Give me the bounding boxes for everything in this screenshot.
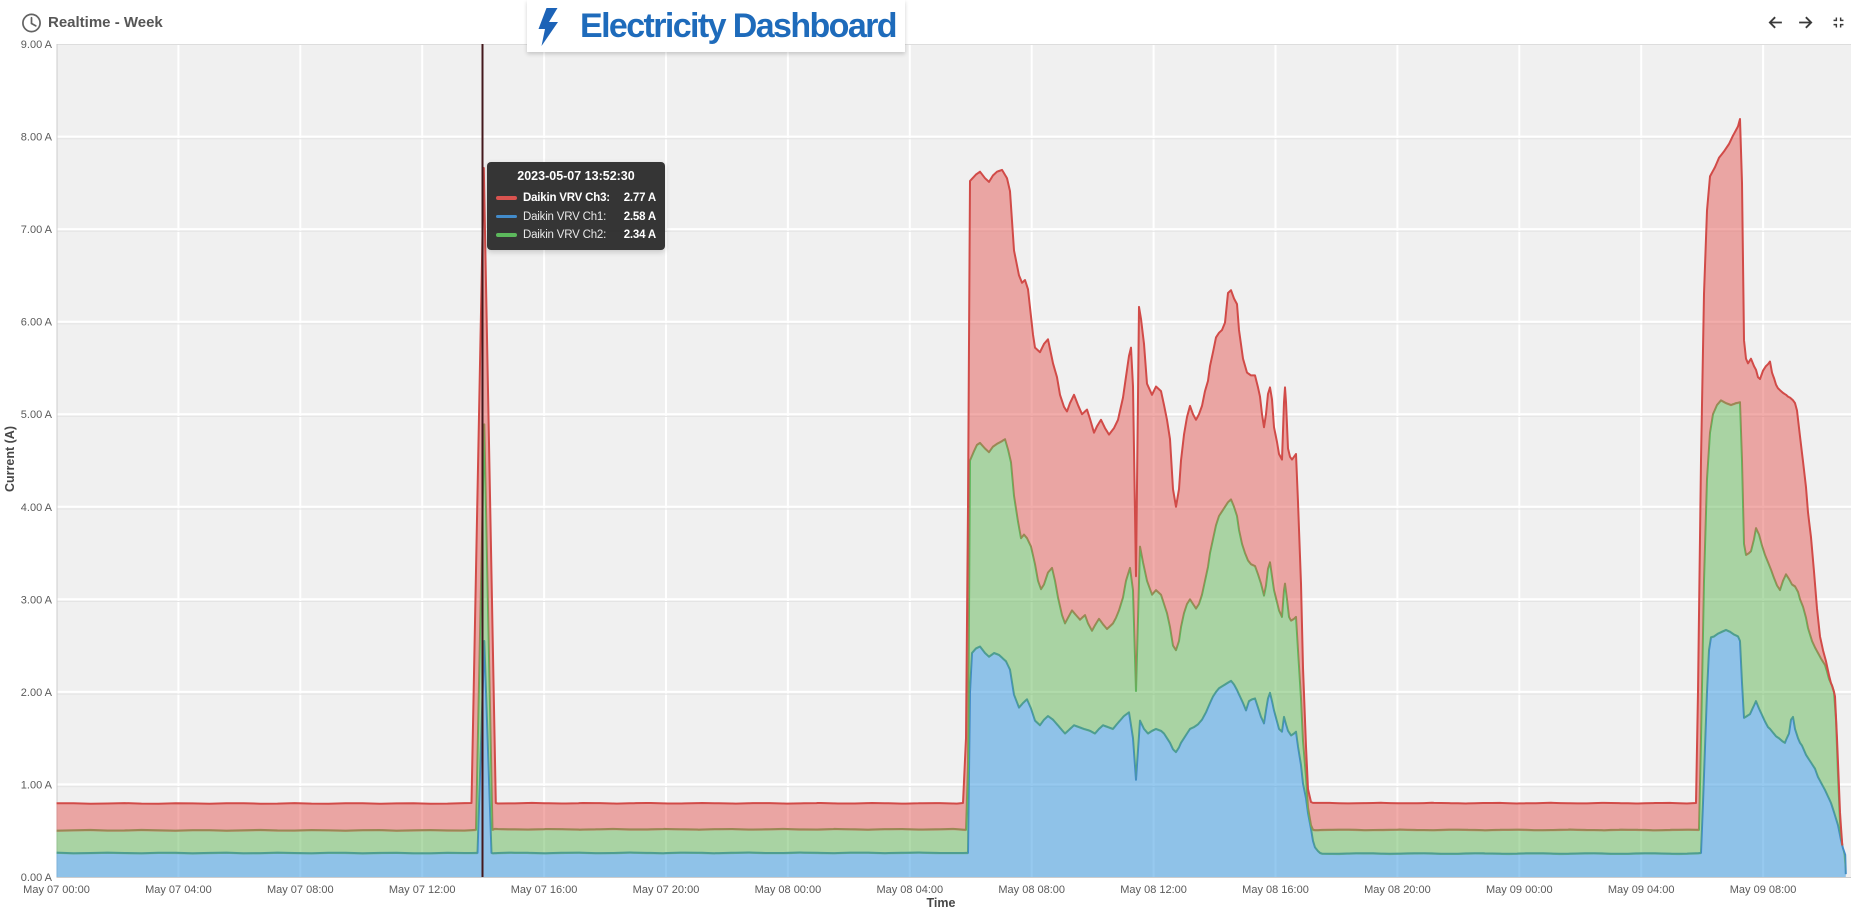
svg-text:May 07 16:00: May 07 16:00 [511,884,578,896]
svg-text:7.00 A: 7.00 A [21,224,53,236]
svg-text:4.00 A: 4.00 A [21,502,53,514]
svg-text:May 07 00:00: May 07 00:00 [23,884,90,896]
svg-text:May 07 04:00: May 07 04:00 [145,884,212,896]
svg-text:May 08 20:00: May 08 20:00 [1364,884,1431,896]
svg-text:1.00 A: 1.00 A [21,779,53,791]
svg-text:Time: Time [927,896,956,910]
svg-text:8.00 A: 8.00 A [21,132,53,144]
svg-text:6.00 A: 6.00 A [21,317,53,329]
svg-text:May 07 20:00: May 07 20:00 [633,884,700,896]
svg-text:May 09 08:00: May 09 08:00 [1730,884,1797,896]
svg-text:May 08 16:00: May 08 16:00 [1242,884,1309,896]
svg-text:May 09 04:00: May 09 04:00 [1608,884,1675,896]
svg-text:0.00 A: 0.00 A [21,872,53,884]
svg-text:2.00 A: 2.00 A [21,687,53,699]
svg-text:May 09 00:00: May 09 00:00 [1486,884,1553,896]
svg-text:May 07 08:00: May 07 08:00 [267,884,334,896]
svg-text:May 07 12:00: May 07 12:00 [389,884,456,896]
svg-text:5.00 A: 5.00 A [21,409,53,421]
svg-text:9.00 A: 9.00 A [21,39,53,51]
svg-text:May 08 00:00: May 08 00:00 [755,884,822,896]
svg-text:3.00 A: 3.00 A [21,594,53,606]
svg-text:May 08 08:00: May 08 08:00 [998,884,1065,896]
svg-text:Current (A): Current (A) [3,426,17,492]
svg-text:May 08 12:00: May 08 12:00 [1120,884,1187,896]
svg-text:May 08 04:00: May 08 04:00 [876,884,943,896]
